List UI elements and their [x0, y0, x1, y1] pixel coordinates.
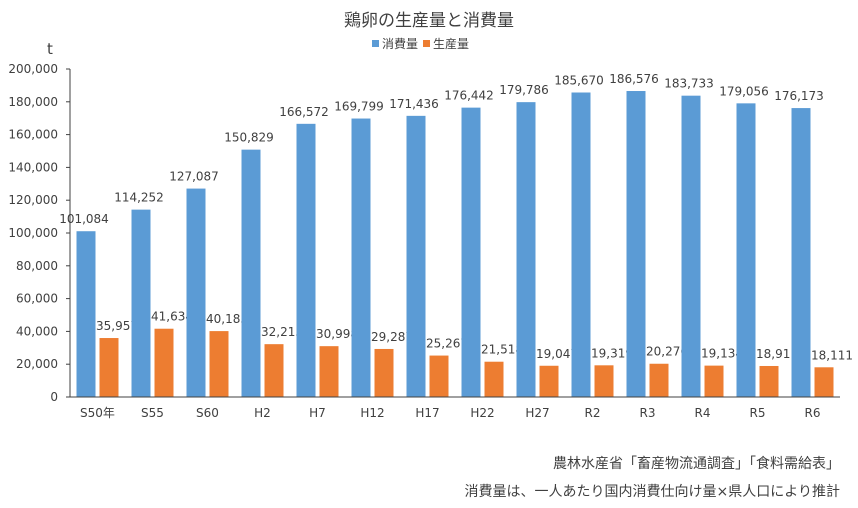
bar-production — [814, 367, 834, 397]
x-tick-label: S60 — [196, 406, 219, 420]
bar-production — [99, 338, 119, 397]
bar-consumption — [351, 118, 371, 398]
y-tick-label: 160,000 — [8, 128, 58, 142]
data-label-consumption: 179,056 — [719, 84, 769, 98]
bar-consumption — [186, 188, 206, 397]
bar-production — [704, 365, 724, 397]
x-tick-label: R6 — [805, 406, 821, 420]
data-label-production: 30,998 — [316, 327, 358, 341]
y-axis: 0 20,000 40,000 60,000 80,000 100,000 120,000 1… — [8, 62, 71, 404]
x-tick-label: H17 — [415, 406, 439, 420]
x-tick-label: H22 — [470, 406, 494, 420]
data-label-production: 32,215 — [261, 325, 303, 339]
data-label-consumption: 169,799 — [334, 100, 384, 114]
bar-consumption — [626, 91, 646, 398]
data-label-production: 29,287 — [371, 330, 413, 344]
y-tick-label: 80,000 — [16, 259, 58, 273]
bar-production — [649, 363, 669, 397]
bar-production — [209, 331, 229, 397]
data-label-consumption: 176,173 — [774, 89, 824, 103]
bar-production — [484, 361, 504, 397]
data-label-consumption: 127,087 — [169, 170, 219, 184]
bar-production — [539, 365, 559, 397]
bar-consumption — [76, 231, 96, 397]
legend-label-production: 生産量 — [433, 36, 469, 51]
x-tick-label: R5 — [750, 406, 766, 420]
data-label-production: 18,111 — [811, 348, 853, 362]
source-note: 農林水産省「畜産物流通調査」「食料需給表」 — [553, 456, 840, 472]
bar-consumption — [516, 102, 536, 397]
x-tick-label: R2 — [585, 406, 601, 420]
data-label-production: 21,518 — [481, 343, 523, 357]
y-axis-unit: t — [47, 40, 53, 58]
bars: 101,084 35,957 114,252 41,634 127,087 40,183 1… — [59, 72, 853, 398]
data-label-production: 19,047 — [536, 347, 578, 361]
bar-production — [594, 365, 614, 397]
y-tick-label: 40,000 — [16, 324, 58, 338]
x-axis: S50年 S55 S60 H2 H7 H12 H17 H22 H27 R2 R3 R4 R5 R6 — [70, 396, 840, 420]
legend-swatch-consumption — [372, 40, 379, 47]
legend-swatch-production — [423, 40, 430, 47]
y-tick-label: 0 — [50, 390, 58, 404]
x-tick-label: S55 — [141, 406, 164, 420]
data-label-production: 35,957 — [96, 319, 138, 333]
y-tick-label: 140,000 — [8, 160, 58, 174]
data-label-consumption: 183,733 — [664, 77, 714, 91]
data-label-production: 40,183 — [206, 312, 248, 326]
bar-production — [759, 365, 779, 397]
bar-consumption — [681, 95, 701, 397]
x-tick-label: R3 — [640, 406, 656, 420]
data-label-consumption: 101,084 — [59, 212, 109, 226]
data-label-consumption: 186,576 — [609, 72, 659, 86]
y-tick-label: 60,000 — [16, 292, 58, 306]
x-tick-label: H2 — [254, 406, 271, 420]
bar-consumption — [791, 108, 811, 397]
y-tick-label: 20,000 — [16, 357, 58, 371]
bar-consumption — [461, 107, 481, 397]
data-label-production: 19,319 — [591, 346, 633, 360]
bar-consumption — [571, 92, 591, 398]
data-label-production: 18,911 — [756, 347, 798, 361]
chart-title: 鶏卵の生産量と消費量 — [344, 11, 514, 31]
data-label-production: 25,267 — [426, 337, 468, 351]
x-tick-label: S50年 — [80, 406, 115, 420]
bar-consumption — [131, 209, 151, 397]
data-label-production: 41,634 — [151, 310, 193, 324]
data-label-consumption: 150,829 — [224, 131, 274, 145]
y-tick-label: 180,000 — [8, 95, 58, 109]
data-label-production: 20,276 — [646, 345, 688, 359]
bar-consumption — [296, 123, 316, 397]
data-label-consumption: 171,436 — [389, 97, 439, 111]
method-note: 消費量は、一人あたり国内消費仕向け量×県人口により推計 — [464, 484, 840, 500]
legend: 消費量 生産量 — [372, 36, 469, 51]
data-label-consumption: 166,572 — [279, 105, 329, 119]
data-label-consumption: 176,442 — [444, 89, 494, 103]
bar-production — [374, 348, 394, 397]
bar-production — [264, 344, 284, 397]
bar-production — [154, 328, 174, 397]
data-label-consumption: 185,670 — [554, 74, 604, 88]
bar-consumption — [736, 103, 756, 398]
data-label-production: 19,134 — [701, 347, 743, 361]
y-tick-label: 120,000 — [8, 193, 58, 207]
bar-production — [319, 346, 339, 397]
x-tick-label: R4 — [695, 406, 711, 420]
x-tick-label: H27 — [525, 406, 549, 420]
bar-consumption — [406, 115, 426, 397]
bar-production — [429, 355, 449, 397]
bar-consumption — [241, 149, 261, 397]
data-label-consumption: 179,786 — [499, 83, 549, 97]
legend-label-consumption: 消費量 — [382, 36, 418, 51]
y-tick-label: 200,000 — [8, 62, 58, 76]
data-label-consumption: 114,252 — [114, 191, 164, 205]
x-tick-label: H12 — [360, 406, 384, 420]
x-tick-label: H7 — [309, 406, 326, 420]
y-tick-label: 100,000 — [8, 226, 58, 240]
